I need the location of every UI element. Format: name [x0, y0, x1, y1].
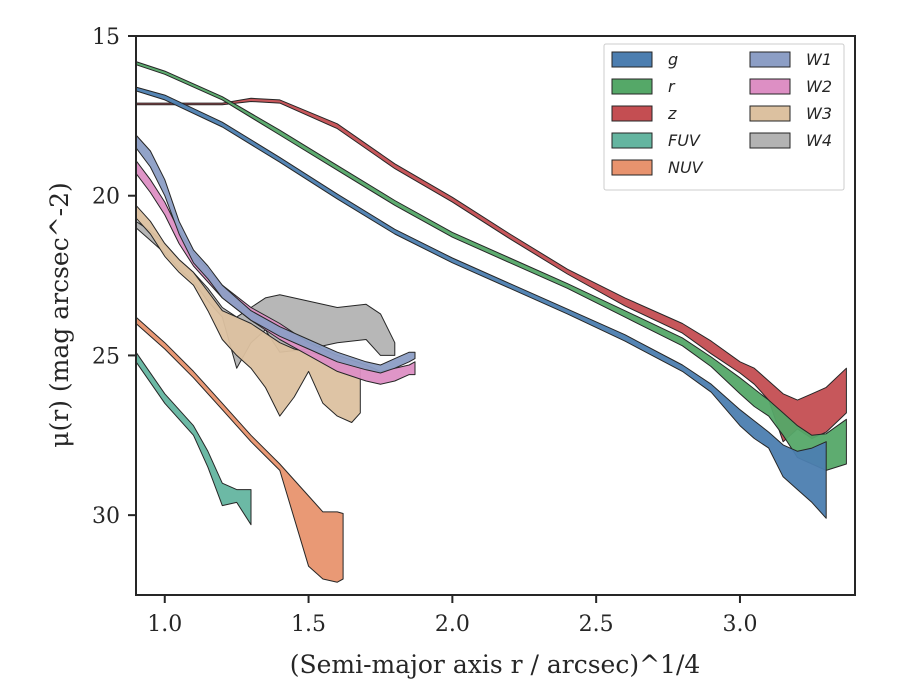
legend-swatch-fuv	[611, 132, 653, 149]
band-w3	[135, 204, 361, 423]
band-w1	[135, 134, 416, 374]
legend-swatch-w2	[749, 78, 791, 95]
y-tick-label: 30	[92, 504, 120, 529]
legend-label-w4: W4	[806, 131, 832, 150]
band-nuv	[135, 316, 344, 583]
x-axis-label: (Semi-major axis r / arcsec)^1/4	[290, 650, 701, 679]
plot-frame	[135, 35, 856, 596]
y-tick-label: 25	[92, 344, 120, 369]
band-r	[135, 61, 847, 471]
x-tick-label: 1.0	[147, 612, 182, 637]
x-tick-label: 2.5	[579, 612, 614, 637]
y-tick-label: 20	[92, 185, 120, 210]
y-tick-label: 15	[92, 25, 120, 50]
legend-swatch-w3	[749, 105, 791, 122]
legend-swatch-r	[611, 78, 653, 95]
x-tick-label: 3.0	[722, 612, 757, 637]
band-g	[135, 86, 827, 519]
y-axis-label: μ(r) (mag arcsec^-2)	[45, 182, 74, 448]
band-fuv	[135, 351, 252, 526]
x-tick-label: 1.5	[291, 612, 326, 637]
legend-label-w1: W1	[806, 50, 832, 69]
legend-swatch-nuv	[611, 159, 653, 176]
legend-label-w3: W3	[806, 104, 832, 123]
y-axis-ticks: 15 20 25 30	[92, 25, 136, 529]
x-tick-label: 2.0	[435, 612, 470, 637]
legend-swatch-w1	[749, 51, 791, 68]
legend-label-w2: W2	[806, 77, 832, 96]
legend-swatch-z	[611, 105, 653, 122]
legend-label-g: g	[668, 50, 678, 69]
legend-label-fuv: FUV	[668, 131, 701, 150]
legend-label-z: z	[667, 104, 677, 123]
legend-swatch-g	[611, 51, 653, 68]
x-axis-ticks: 1.0 1.5 2.0 2.5 3.0	[147, 595, 757, 637]
legend: grz FUV NUV W1 W2 W3 W4	[603, 43, 845, 191]
legend-label-nuv: NUV	[668, 158, 704, 177]
legend-label-r: r	[668, 77, 676, 96]
legend-swatch-w4	[749, 132, 791, 149]
series-bands	[135, 61, 847, 583]
